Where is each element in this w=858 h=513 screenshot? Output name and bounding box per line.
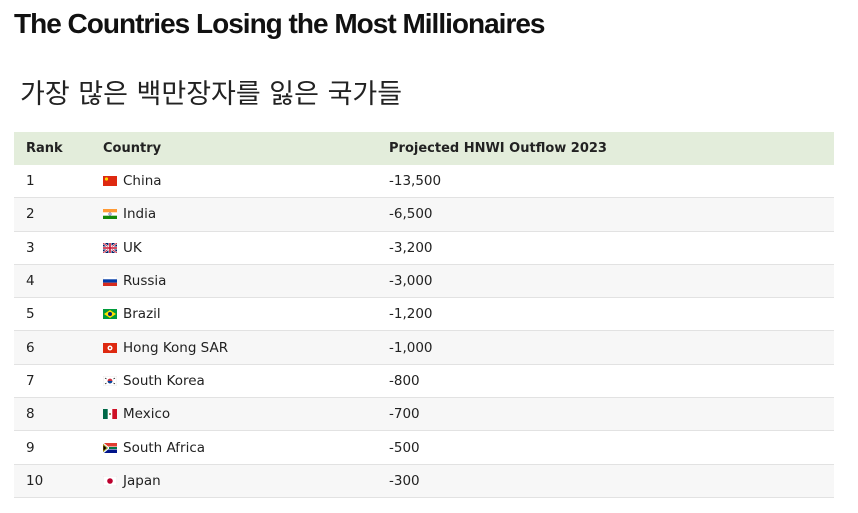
country-name: South Korea: [123, 372, 205, 389]
outflow-cell: -1,200: [389, 306, 433, 323]
outflow-cell: -6,500: [389, 206, 433, 223]
flag-icon: [103, 242, 117, 253]
outflow-cell: -500: [389, 439, 420, 456]
table-row: 10 Japan -300: [14, 464, 834, 498]
outflow-cell: -13,500: [389, 173, 442, 190]
country-cell: South Africa: [103, 431, 205, 463]
country-name: India: [123, 206, 157, 223]
country-name: China: [123, 173, 162, 190]
country-cell: Brazil: [103, 298, 161, 330]
rank-cell: 1: [26, 173, 35, 190]
country-cell: Hong Kong SAR: [103, 331, 228, 363]
country-cell: UK: [103, 232, 142, 264]
flag-icon: [103, 209, 117, 220]
country-cell: South Korea: [103, 365, 205, 397]
rank-cell: 10: [26, 472, 44, 489]
header-row: Rank Country Projected HNWI Outflow 2023: [14, 132, 834, 165]
flag-icon: [103, 475, 117, 486]
rank-cell: 9: [26, 439, 35, 456]
country-name: UK: [123, 239, 142, 256]
country-name: Brazil: [123, 306, 161, 323]
flag-icon: [103, 409, 117, 420]
country-name: Mexico: [123, 406, 171, 423]
country-name: Hong Kong SAR: [123, 339, 229, 356]
outflow-cell: -800: [389, 372, 420, 389]
column-header: Projected HNWI Outflow 2023: [389, 141, 607, 156]
flag-icon: [103, 309, 117, 320]
outflow-cell: -3,200: [389, 239, 433, 256]
table-row: 3 UK -3,200: [14, 232, 834, 265]
flag-icon: [103, 176, 117, 187]
table-row: 1 China -13,500: [14, 165, 834, 199]
outflow-cell: -1,000: [389, 339, 433, 356]
country-cell: India: [103, 198, 156, 230]
rank-cell: 5: [26, 306, 35, 323]
subtitle: 가장 많은 백만장자를 잃은 국가들: [20, 79, 403, 110]
country-cell: Mexico: [103, 398, 170, 430]
table-row: 4 Russia -3,000: [14, 264, 834, 299]
table-row: 5 Brazil -1,200: [14, 298, 834, 332]
rank-cell: 3: [26, 239, 35, 256]
title: The Countries Losing the Most Millionair…: [14, 8, 545, 39]
table-row: 6 Hong Kong SAR -1,000: [14, 331, 834, 365]
outflow-cell: -700: [389, 406, 420, 423]
country-name: South Africa: [123, 439, 206, 456]
rank-cell: 4: [26, 273, 35, 290]
flag-icon: [103, 276, 117, 287]
flag-icon: [103, 442, 117, 453]
rank-cell: 8: [26, 406, 35, 423]
table-row: 7 South Korea -800: [14, 365, 834, 399]
country-cell: Japan: [103, 465, 161, 497]
table-row: 9 South Africa -500: [14, 431, 834, 465]
rank-cell: 7: [26, 372, 35, 389]
flag-icon: [103, 375, 117, 386]
country-name: Japan: [123, 472, 161, 489]
country-cell: China: [103, 165, 162, 197]
outflow-cell: -300: [389, 472, 420, 489]
table-row: 8 Mexico -700: [14, 398, 834, 432]
table: Rank Country Projected HNWI Outflow 2023…: [14, 132, 834, 498]
column-header: Country: [103, 141, 162, 156]
outflow-cell: -3,000: [389, 273, 433, 290]
rank-cell: 6: [26, 339, 35, 356]
country-name: Russia: [123, 273, 167, 290]
rank-cell: 2: [26, 206, 35, 223]
table-row: 2 India -6,500: [14, 198, 834, 232]
country-cell: Russia: [103, 265, 166, 297]
flag-icon: [103, 342, 117, 353]
column-header: Rank: [26, 141, 63, 156]
